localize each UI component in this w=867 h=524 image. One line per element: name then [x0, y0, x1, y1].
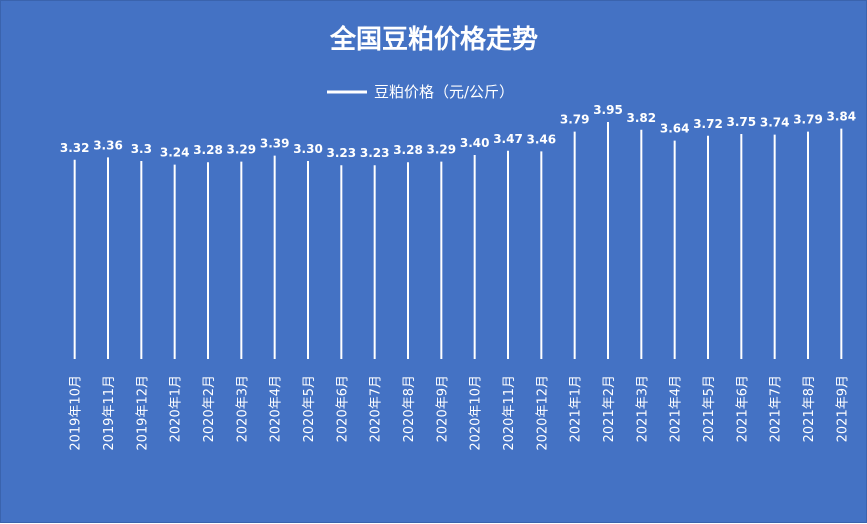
data-labels-group: 3.32 3.36 3.3 3.24 3.28 3.29 3.39 3.30 3.23 3.23 3… [60, 103, 856, 160]
x-tick-label: 2020年4月 [269, 375, 284, 442]
legend: 豆粕价格（元/公斤） [327, 83, 514, 101]
data-label: 3.3 [131, 142, 152, 156]
x-tick-label: 2021年8月 [802, 375, 817, 442]
x-tick-label: 2021年9月 [835, 375, 850, 442]
x-tick-label: 2021年7月 [769, 375, 784, 442]
data-label: 3.39 [260, 137, 290, 151]
x-tick-label: 2020年3月 [235, 375, 250, 442]
x-tick-label: 2019年10月 [69, 375, 84, 451]
data-label: 3.40 [460, 136, 490, 150]
x-tick-label: 2020年6月 [335, 375, 350, 442]
x-tick-label: 2019年12月 [135, 375, 150, 451]
data-label: 3.95 [593, 103, 623, 117]
data-label: 3.75 [727, 115, 757, 129]
data-label: 3.82 [627, 111, 657, 125]
legend-label: 豆粕价格（元/公斤） [374, 83, 514, 101]
x-tick-label: 2021年3月 [635, 375, 650, 442]
data-label: 3.29 [427, 143, 457, 157]
x-tick-label: 2021年4月 [669, 375, 684, 442]
x-tick-label: 2020年7月 [369, 375, 384, 442]
x-tick-label: 2019年11月 [102, 375, 117, 451]
data-label: 3.23 [360, 146, 390, 160]
x-axis-tick-labels: 2019年10月 2019年11月 2019年12月 2020年1月 2020年2月 20… [69, 375, 851, 451]
data-label: 3.74 [760, 116, 790, 130]
data-label: 3.64 [660, 122, 690, 136]
data-label: 3.72 [693, 117, 723, 131]
x-tick-label: 2020年10月 [469, 375, 484, 451]
data-label: 3.47 [493, 132, 523, 146]
data-label: 3.23 [327, 146, 357, 160]
data-label: 3.30 [293, 142, 323, 156]
bars-group [73, 122, 843, 359]
data-label: 3.28 [193, 143, 223, 157]
x-tick-label: 2021年5月 [702, 375, 717, 442]
data-label: 3.84 [827, 110, 857, 124]
x-tick-label: 2021年6月 [735, 375, 750, 442]
x-tick-label: 2021年1月 [569, 375, 584, 442]
data-label: 3.79 [793, 113, 823, 127]
data-label: 3.46 [527, 132, 557, 146]
x-tick-label: 2021年2月 [602, 375, 617, 442]
x-tick-label: 2020年9月 [435, 375, 450, 442]
data-label: 3.79 [560, 113, 590, 127]
data-label: 3.28 [393, 143, 423, 157]
x-tick-label: 2020年5月 [302, 375, 317, 442]
x-tick-label: 2020年8月 [402, 375, 417, 442]
data-label: 3.32 [60, 141, 90, 155]
x-tick-label: 2020年1月 [169, 375, 184, 442]
x-tick-label: 2020年2月 [202, 375, 217, 442]
x-tick-label: 2020年11月 [502, 375, 517, 451]
data-label: 3.36 [93, 138, 123, 152]
x-tick-label: 2020年12月 [535, 375, 550, 451]
chart-title: 全国豆粕价格走势 [329, 24, 538, 55]
data-label: 3.24 [160, 146, 190, 160]
data-label: 3.29 [227, 143, 257, 157]
